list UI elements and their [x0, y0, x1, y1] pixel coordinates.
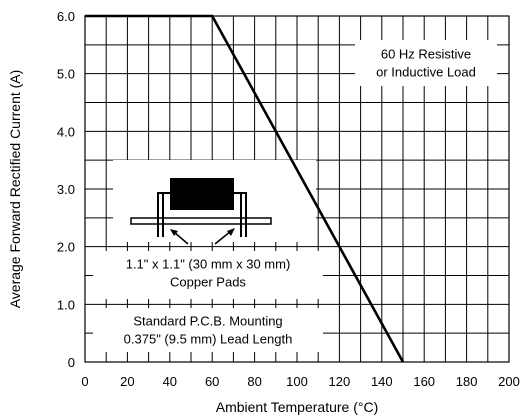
derating-curve	[85, 14, 405, 363]
series-line	[85, 14, 405, 363]
mounting-annotation: Standard P.C.B. Mounting 0.375" (9.5 mm)…	[124, 313, 293, 346]
mounting-annotation-line-1: Standard P.C.B. Mounting	[133, 313, 282, 328]
x-tick-label: 120	[329, 374, 351, 389]
x-tick-labels: 0 20 40 60 80 100 120 140 160 180 200	[81, 374, 519, 389]
x-tick-label: 80	[247, 374, 261, 389]
x-tick-label: 60	[205, 374, 219, 389]
y-tick-label: 5.0	[57, 67, 75, 82]
x-tick-label: 100	[286, 374, 308, 389]
y-tick-label: 4.0	[57, 124, 75, 139]
y-tick-label: 3.0	[57, 182, 75, 197]
y-axis-title: Average Forward Rectified Current (A)	[7, 70, 23, 309]
x-tick-label: 160	[413, 374, 435, 389]
inset-backgrounds	[93, 40, 497, 352]
y-tick-label: 0	[68, 355, 75, 370]
y-tick-labels: 0 1.0 2.0 3.0 4.0 5.0 6.0	[57, 9, 75, 370]
x-tick-label: 20	[120, 374, 134, 389]
x-tick-label: 140	[371, 374, 393, 389]
pads-annotation: 1.1" x 1.1" (30 mm x 30 mm) Copper Pads	[126, 256, 291, 289]
x-tick-label: 40	[163, 374, 177, 389]
pcb-mounting-icon	[130, 178, 272, 245]
x-tick-label: 180	[456, 374, 478, 389]
y-tick-label: 6.0	[57, 9, 75, 24]
y-tick-label: 1.0	[57, 297, 75, 312]
load-annotation: 60 Hz Resistive or Inductive Load	[376, 46, 476, 79]
x-tick-label: 200	[498, 374, 520, 389]
x-axis-title: Ambient Temperature (°C)	[216, 399, 379, 415]
plot-frame	[84, 15, 510, 363]
load-annotation-line-1: 60 Hz Resistive	[381, 46, 471, 61]
mounting-annotation-line-2: 0.375" (9.5 mm) Lead Length	[124, 331, 293, 346]
pads-annotation-line-1: 1.1" x 1.1" (30 mm x 30 mm)	[126, 256, 291, 271]
pads-annotation-line-2: Copper Pads	[170, 274, 246, 289]
x-tick-label: 0	[81, 374, 88, 389]
load-annotation-line-2: or Inductive Load	[376, 64, 476, 79]
y-tick-label: 2.0	[57, 240, 75, 255]
